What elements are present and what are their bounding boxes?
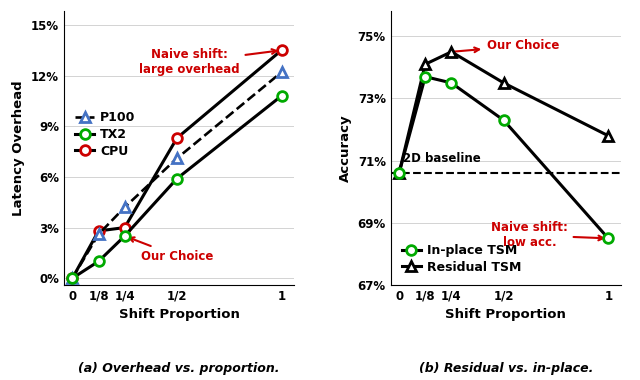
Text: (b) Residual vs. in-place.: (b) Residual vs. in-place. <box>419 362 593 375</box>
Text: Our Choice: Our Choice <box>129 238 214 263</box>
Text: 2D baseline: 2D baseline <box>403 152 481 165</box>
Legend: In-place TSM, Residual TSM: In-place TSM, Residual TSM <box>397 239 526 279</box>
Legend: P100, TX2, CPU: P100, TX2, CPU <box>70 106 141 163</box>
Text: Naive shift:
low acc.: Naive shift: low acc. <box>491 221 603 249</box>
X-axis label: Shift Proportion: Shift Proportion <box>445 309 566 321</box>
Y-axis label: Latency Overhead: Latency Overhead <box>12 81 26 216</box>
Text: Naive shift:
large overhead: Naive shift: large overhead <box>140 48 276 76</box>
Text: (a) Overhead vs. proportion.: (a) Overhead vs. proportion. <box>78 362 280 375</box>
Text: Our Choice: Our Choice <box>454 39 559 52</box>
X-axis label: Shift Proportion: Shift Proportion <box>118 309 239 321</box>
Y-axis label: Accuracy: Accuracy <box>339 114 352 182</box>
